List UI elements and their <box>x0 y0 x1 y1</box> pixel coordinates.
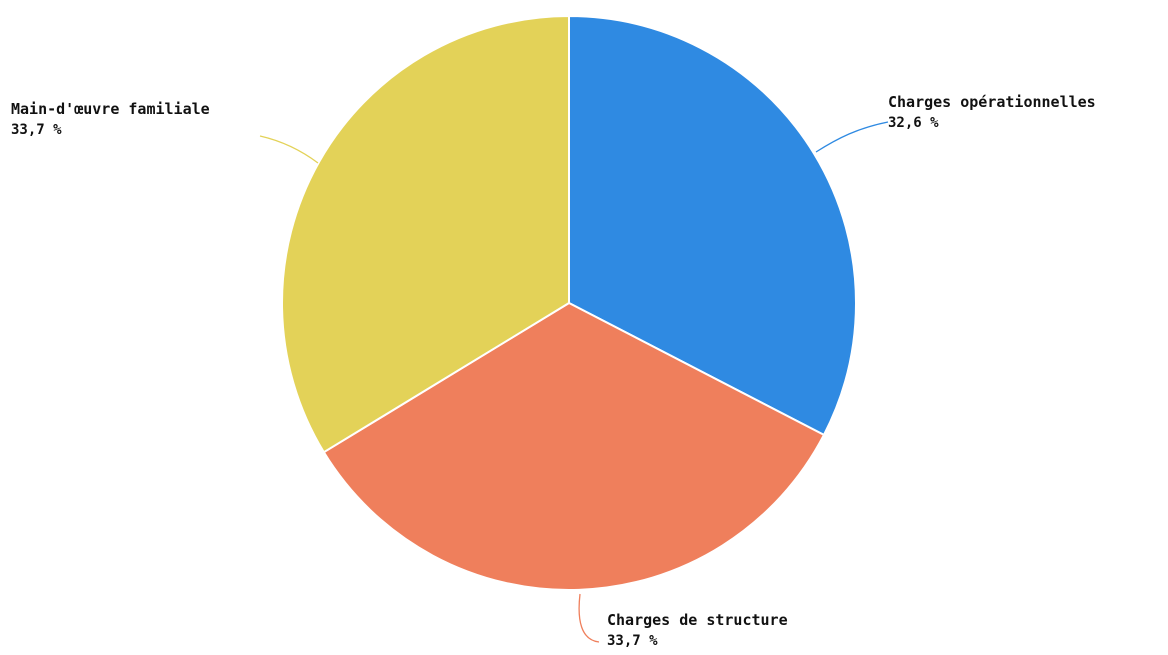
leader-line <box>259 135 319 164</box>
slice-value-label: 33,7 % <box>11 122 62 138</box>
slice-value-label: 33,7 % <box>607 633 658 649</box>
pie-slice[interactable] <box>568 15 857 436</box>
leader-line <box>578 593 600 643</box>
leader-line <box>815 121 889 153</box>
slice-label: Charges opérationnelles <box>888 93 1096 111</box>
slices-layer <box>281 15 857 591</box>
slice-label: Charges de structure <box>607 611 788 629</box>
slice-value-label: 32,6 % <box>888 115 939 131</box>
pie-slice[interactable] <box>322 302 825 591</box>
leader-lines-layer <box>259 121 889 643</box>
labels-layer: Charges opérationnelles 32,6 % Charges de … <box>11 93 1096 649</box>
slice-label: Main-d'œuvre familiale <box>11 100 210 118</box>
pie-slice[interactable] <box>281 15 570 454</box>
